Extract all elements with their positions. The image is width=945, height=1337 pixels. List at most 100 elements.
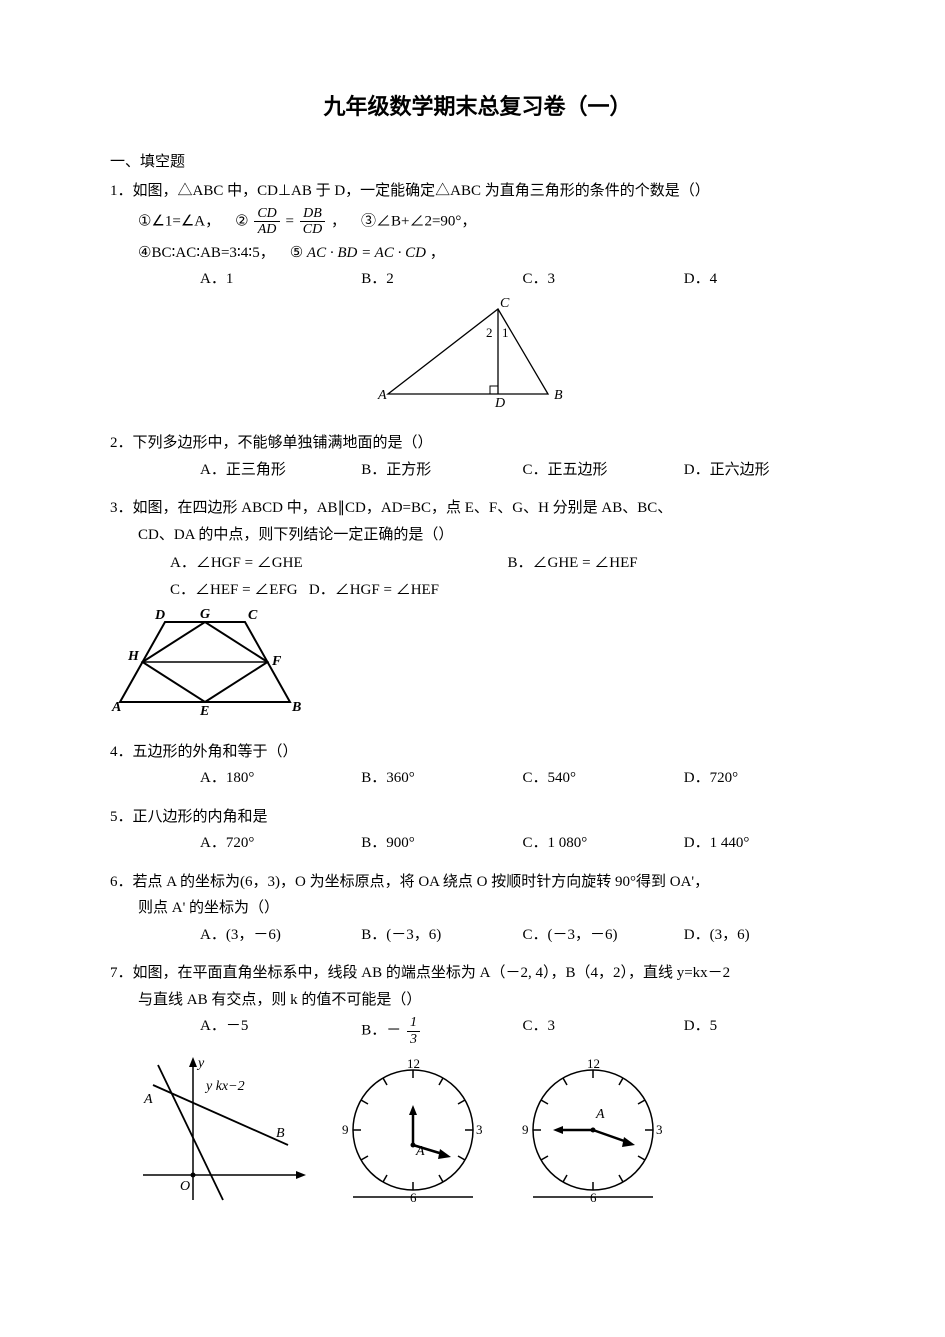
q1-conditions-line1: ①∠1=∠A， ② CD AD = DB CD ， ③∠B+∠2=90°， <box>110 206 845 238</box>
question-5: 5．正八边形的内角和是 A．720° B．900° C．1 080° D．1 4… <box>110 806 845 855</box>
q7-figures: y y kx−2 A B O <box>138 1055 845 1205</box>
q1-stem-text: 如图，△ABC 中，CD⊥AB 于 D，一定能确定△ABC 为直角三角形的条件的… <box>133 183 710 199</box>
q3-figure: A B C D E F G H <box>110 607 845 725</box>
triangle-cd-perp-ab-icon: A B C D 1 2 <box>378 299 578 409</box>
q1-cond5-pre: ⑤ <box>290 245 303 261</box>
label-F: F <box>271 654 282 669</box>
q4-options: A．180° B．360° C．540° D．720° <box>110 767 845 790</box>
q1-number: 1． <box>110 183 133 199</box>
label-B: B <box>276 1126 285 1141</box>
q7-optb-frac: 1 3 <box>407 1015 420 1047</box>
clock-1-icon: 12 3 6 9 A <box>338 1055 488 1205</box>
q1-figure: A B C D 1 2 <box>110 299 845 417</box>
frac-num: DB <box>300 206 325 222</box>
q3-option-b: B．∠GHE = ∠HEF <box>508 552 846 575</box>
question-7: 7．如图，在平面直角坐标系中，线段 AB 的端点坐标为 A（－2, 4），B（4… <box>110 962 845 1205</box>
line-label: y kx−2 <box>204 1079 245 1094</box>
label-A: A <box>111 700 121 715</box>
q2-option-d: D．正六边形 <box>684 459 845 482</box>
q5-option-d: D．1 440° <box>684 832 845 855</box>
q5-option-a: A．720° <box>200 832 361 855</box>
frac-num: CD <box>254 206 279 222</box>
y-axis-label: y <box>196 1056 205 1071</box>
q7-stem-line1: 7．如图，在平面直角坐标系中，线段 AB 的端点坐标为 A（－2, 4），B（4… <box>110 962 845 985</box>
q1-option-b: B．2 <box>361 268 522 291</box>
q3-stem-text1: 如图，在四边形 ABCD 中，AB∥CD，AD=BC，点 E、F、G、H 分别是… <box>133 500 673 516</box>
q7-option-a: A．－5 <box>200 1015 361 1047</box>
q6-option-c: C．(－3，－6) <box>523 924 684 947</box>
q4-stem-text: 五边形的外角和等于（） <box>133 744 298 760</box>
q1-cond2-pre: ② <box>235 213 248 229</box>
q1-conditions-line2: ④BC∶AC∶AB=3∶4∶5， ⑤ AC · BD = AC · CD ， <box>110 242 845 265</box>
question-2: 2．下列多边形中，不能够单独铺满地面的是（） A．正三角形 B．正方形 C．正五… <box>110 432 845 481</box>
q1-cond2-eq: = <box>286 213 294 229</box>
label-E: E <box>199 704 209 719</box>
question-1: 1．如图，△ABC 中，CD⊥AB 于 D，一定能确定△ABC 为直角三角形的条… <box>110 180 845 417</box>
label-B: B <box>554 388 563 403</box>
q2-option-b: B．正方形 <box>361 459 522 482</box>
q7-option-d: D．5 <box>684 1015 845 1047</box>
coordinate-graph-icon: y y kx−2 A B O <box>138 1055 308 1205</box>
q6-stem-line2: 则点 A' 的坐标为（） <box>110 897 845 920</box>
q3-stem-line1: 3．如图，在四边形 ABCD 中，AB∥CD，AD=BC，点 E、F、G、H 分… <box>110 497 845 520</box>
q5-stem: 5．正八边形的内角和是 <box>110 806 845 829</box>
label-C: C <box>248 608 258 623</box>
q4-option-c: C．540° <box>523 767 684 790</box>
q1-cond4: ④BC∶AC∶AB=3∶4∶5， <box>138 245 275 261</box>
clock-3: 3 <box>476 1122 483 1137</box>
q2-number: 2． <box>110 435 133 451</box>
label-D: D <box>494 396 505 411</box>
q3-option-c: C．∠HEF = ∠EFG <box>170 582 298 598</box>
q5-stem-text: 正八边形的内角和是 <box>133 809 268 825</box>
q1-cond2-post: ， <box>331 213 346 229</box>
clock-12: 12 <box>587 1056 600 1071</box>
q7-stem-text1: 如图，在平面直角坐标系中，线段 AB 的端点坐标为 A（－2, 4），B（4，2… <box>133 965 731 981</box>
q7-option-b: B．－ 1 3 <box>361 1015 522 1047</box>
q6-stem-line1: 6．若点 A 的坐标为(6，3)，O 为坐标原点，将 OA 绕点 O 按顺时针方… <box>110 871 845 894</box>
clock-9: 9 <box>342 1122 349 1137</box>
frac-num: 1 <box>407 1015 420 1031</box>
label-C: C <box>500 296 510 311</box>
trapezoid-midpoints-icon: A B C D E F G H <box>110 607 320 717</box>
q6-option-b: B．(－3，6) <box>361 924 522 947</box>
clock-2-icon: 12 3 6 9 A <box>518 1055 668 1205</box>
q1-cond5-expr: AC · BD = AC · CD <box>307 245 426 261</box>
q5-option-c: C．1 080° <box>523 832 684 855</box>
clock-3: 3 <box>656 1122 663 1137</box>
q6-stem-text1: 若点 A 的坐标为(6，3)，O 为坐标原点，将 OA 绕点 O 按顺时针方向旋… <box>133 874 710 890</box>
q7-options: A．－5 B．－ 1 3 C．3 D．5 <box>110 1015 845 1047</box>
q6-option-d: D．(3，6) <box>684 924 845 947</box>
q1-option-c: C．3 <box>523 268 684 291</box>
q7-option-c: C．3 <box>523 1015 684 1047</box>
clock-9: 9 <box>522 1122 529 1137</box>
label-G: G <box>200 607 210 622</box>
q1-option-d: D．4 <box>684 268 845 291</box>
clock-A: A <box>595 1107 605 1122</box>
q4-option-a: A．180° <box>200 767 361 790</box>
question-6: 6．若点 A 的坐标为(6，3)，O 为坐标原点，将 OA 绕点 O 按顺时针方… <box>110 871 845 947</box>
label-A: A <box>143 1092 153 1107</box>
q1-cond2-rhs-frac: DB CD <box>300 206 325 238</box>
q5-number: 5． <box>110 809 133 825</box>
label-1: 1 <box>502 325 509 340</box>
q1-options: A．1 B．2 C．3 D．4 <box>110 268 845 291</box>
q2-option-a: A．正三角形 <box>200 459 361 482</box>
clock-12: 12 <box>407 1056 420 1071</box>
label-O: O <box>180 1179 190 1194</box>
q4-option-d: D．720° <box>684 767 845 790</box>
clock-A: A <box>415 1144 425 1159</box>
q4-stem: 4．五边形的外角和等于（） <box>110 741 845 764</box>
label-H: H <box>127 649 140 664</box>
q4-number: 4． <box>110 744 133 760</box>
label-D: D <box>154 608 165 623</box>
q1-option-a: A．1 <box>200 268 361 291</box>
section-heading: 一、填空题 <box>110 151 845 174</box>
q3-option-d: D．∠HGF = ∠HEF <box>309 582 439 598</box>
q2-stem-text: 下列多边形中，不能够单独铺满地面的是（） <box>133 435 433 451</box>
q7-stem-line2: 与直线 AB 有交点，则 k 的值不可能是（） <box>110 989 845 1012</box>
q4-option-b: B．360° <box>361 767 522 790</box>
q3-number: 3． <box>110 500 133 516</box>
question-4: 4．五边形的外角和等于（） A．180° B．360° C．540° D．720… <box>110 741 845 790</box>
label-2: 2 <box>486 325 493 340</box>
q3-stem-line2: CD、DA 的中点，则下列结论一定正确的是（） <box>110 524 845 547</box>
